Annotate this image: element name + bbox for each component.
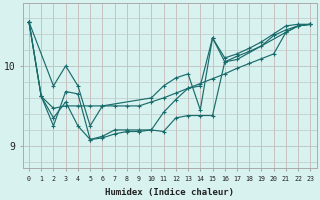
X-axis label: Humidex (Indice chaleur): Humidex (Indice chaleur) — [105, 188, 234, 197]
